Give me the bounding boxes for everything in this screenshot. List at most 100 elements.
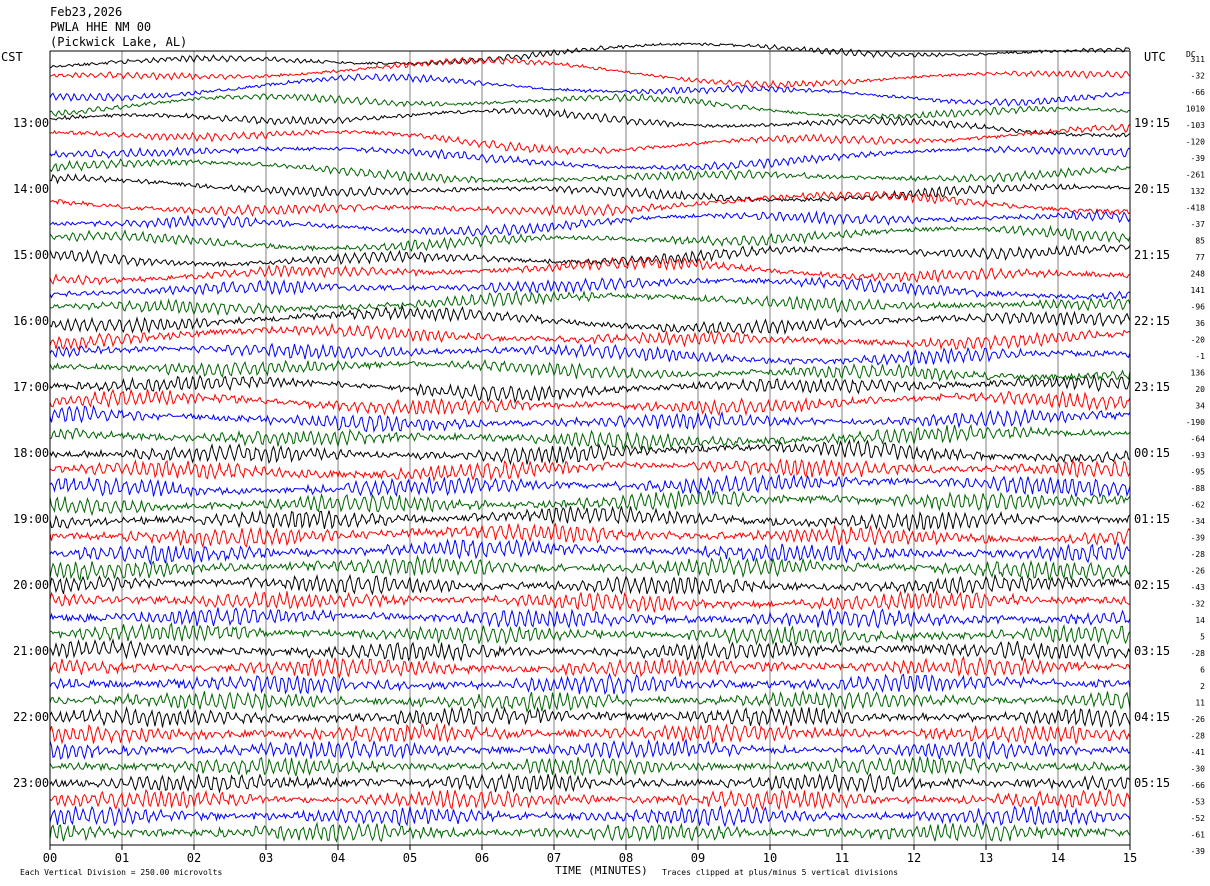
- trace-line: [49, 123, 1131, 156]
- station-code: PWLA HHE NM 00: [50, 20, 151, 34]
- dc-offset-value: -28: [1191, 550, 1206, 559]
- x-tick-label: 03: [259, 851, 273, 865]
- dc-offset-value: -26: [1191, 715, 1206, 724]
- left-hour-label: 20:00: [13, 578, 49, 592]
- dc-offset-value: -95: [1191, 468, 1206, 477]
- trace-line: [49, 438, 1131, 466]
- trace-line: [49, 622, 1131, 648]
- trace-line: [49, 490, 1131, 517]
- x-tick-label: 11: [835, 851, 849, 865]
- right-hour-label: 04:15: [1134, 710, 1170, 724]
- trace-line: [49, 276, 1131, 301]
- dc-offset-value: -52: [1191, 814, 1206, 823]
- dc-offset-value: -34: [1191, 517, 1206, 526]
- x-axis-ticks: 00 01 02 03 04 05 06 07 08 09 10 11 12 13 14 15: [43, 845, 1137, 865]
- trace-line: [49, 573, 1131, 596]
- left-hour-label: 16:00: [13, 314, 49, 328]
- trace-line: [49, 322, 1131, 351]
- trace-line: [49, 655, 1131, 679]
- trace-line: [49, 607, 1131, 629]
- right-hour-label: 03:15: [1134, 644, 1170, 658]
- left-hour-label: 13:00: [13, 116, 49, 130]
- left-hour-label: 19:00: [13, 512, 49, 526]
- dc-offset-value: 5: [1200, 633, 1205, 642]
- dc-offset-value: -43: [1191, 583, 1206, 592]
- dc-column-header: DC: [1186, 50, 1196, 59]
- right-hour-label: 05:15: [1134, 776, 1170, 790]
- trace-line: [49, 554, 1131, 582]
- dc-offset-value: -41: [1191, 748, 1206, 757]
- trace-line: [49, 755, 1131, 778]
- x-tick-label: 01: [115, 851, 129, 865]
- trace-line: [49, 423, 1131, 452]
- clip-note: Traces clipped at plus/minus 5 vertical …: [662, 868, 898, 877]
- dc-offset-value: 132: [1191, 187, 1206, 196]
- x-tick-label: 15: [1123, 851, 1137, 865]
- x-tick-label: 02: [187, 851, 201, 865]
- x-tick-label: 05: [403, 851, 417, 865]
- dc-offset-value: -64: [1191, 435, 1206, 444]
- right-hour-label: 21:15: [1134, 248, 1170, 262]
- trace-line: [49, 772, 1131, 794]
- trace-line: [49, 738, 1131, 761]
- trace-line: [49, 173, 1131, 203]
- trace-line: [49, 359, 1131, 383]
- dc-offset-value: 6: [1200, 666, 1205, 675]
- plot-date: Feb23,2026: [50, 5, 122, 19]
- dc-offset-value: 36: [1195, 319, 1205, 328]
- plot-frame: [49, 50, 1131, 846]
- x-tick-label: 13: [979, 851, 993, 865]
- right-hour-label: 19:15: [1134, 116, 1170, 130]
- dc-offset-value: -88: [1191, 484, 1206, 493]
- trace-line: [49, 638, 1131, 662]
- trace-line: [49, 190, 1131, 218]
- trace-line: [49, 158, 1131, 184]
- dc-offset-value: 141: [1191, 286, 1206, 295]
- trace-line: [49, 705, 1131, 728]
- x-tick-label: 07: [547, 851, 561, 865]
- dc-offset-value: -261: [1186, 171, 1205, 180]
- dc-offset-value: -20: [1191, 336, 1206, 345]
- right-hour-label: 01:15: [1134, 512, 1170, 526]
- trace-line: [49, 73, 1131, 107]
- dc-offset-value: -39: [1191, 534, 1206, 543]
- dc-offset-value: -28: [1191, 732, 1206, 741]
- dc-offset-value: 248: [1191, 270, 1206, 279]
- dc-offset-value: -39: [1191, 847, 1206, 856]
- dc-offset-value: -32: [1191, 72, 1206, 81]
- trace-line: [49, 145, 1131, 171]
- trace-line: [49, 224, 1131, 252]
- trace-line: [49, 373, 1131, 404]
- trace-line: [49, 304, 1131, 335]
- right-hour-label: 00:15: [1134, 446, 1170, 460]
- x-axis-title: TIME (MINUTES): [555, 864, 648, 877]
- left-hour-label: 23:00: [13, 776, 49, 790]
- trace-line: [49, 404, 1131, 434]
- trace-line: [49, 538, 1131, 566]
- dc-offset-value: 20: [1195, 385, 1205, 394]
- trace-line: [49, 821, 1131, 843]
- division-note: Each Vertical Division = 250.00 microvol…: [20, 868, 222, 877]
- trace-line: [49, 788, 1131, 811]
- right-hour-label: 02:15: [1134, 578, 1170, 592]
- seismic-traces: [49, 42, 1131, 843]
- x-tick-label: 00: [43, 851, 57, 865]
- dc-offset-value: -39: [1191, 154, 1206, 163]
- trace-line: [49, 473, 1131, 499]
- left-hour-label: 15:00: [13, 248, 49, 262]
- dc-offset-value: -66: [1191, 88, 1206, 97]
- dc-offset-value: -418: [1186, 204, 1205, 213]
- dc-offset-value: -61: [1191, 831, 1206, 840]
- trace-line: [49, 689, 1131, 714]
- trace-line: [49, 805, 1131, 828]
- trace-line: [49, 289, 1131, 317]
- dc-offset-value: 85: [1195, 237, 1205, 246]
- dc-offset-value: -190: [1186, 418, 1205, 427]
- trace-line: [49, 672, 1131, 695]
- trace-line: [49, 42, 1131, 69]
- right-hour-label: 22:15: [1134, 314, 1170, 328]
- left-hour-label: 17:00: [13, 380, 49, 394]
- trace-line: [49, 244, 1131, 268]
- left-hour-label: 21:00: [13, 644, 49, 658]
- left-hour-label: 14:00: [13, 182, 49, 196]
